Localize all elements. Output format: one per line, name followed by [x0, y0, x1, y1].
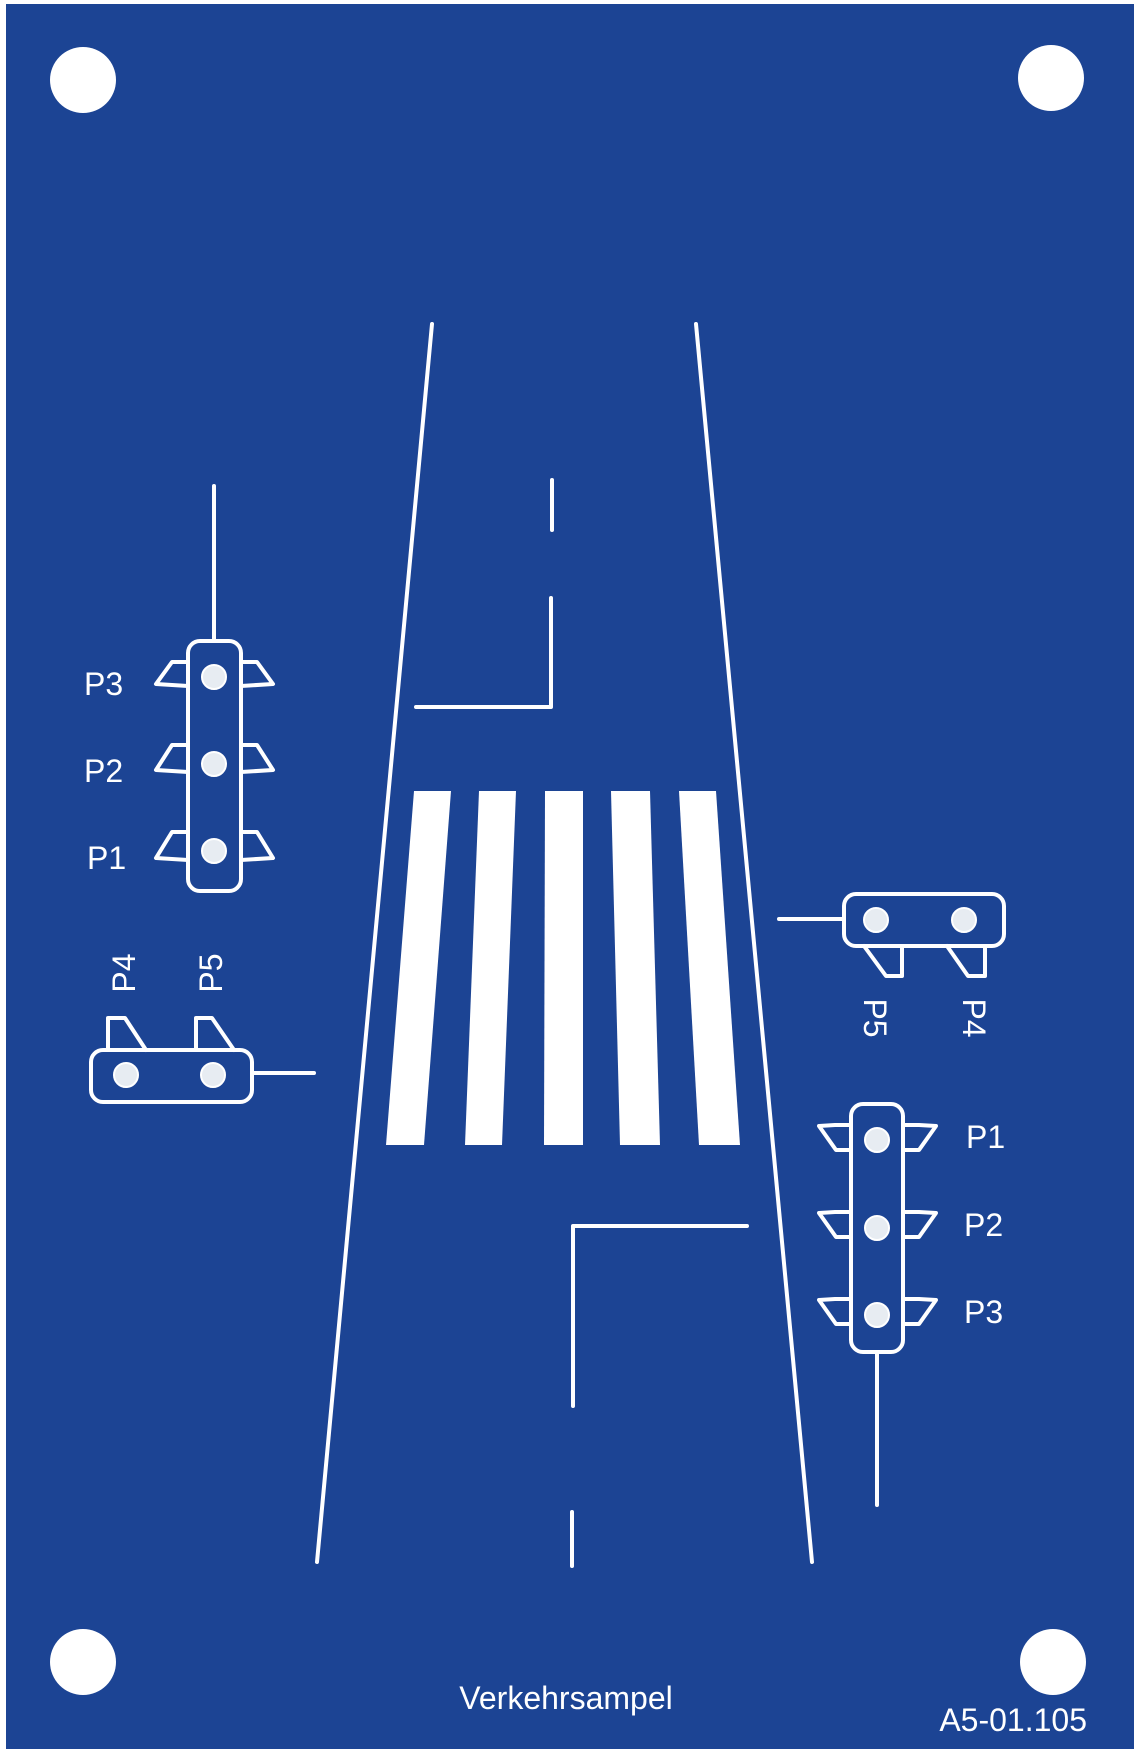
zebra-stripe [611, 791, 660, 1145]
visor-left [817, 1297, 853, 1326]
visor [945, 944, 987, 978]
mounting-hole-bottom-left [50, 1629, 116, 1695]
signal-housing [89, 1048, 254, 1104]
visor [194, 1016, 236, 1052]
stop-line-lower [571, 1224, 749, 1408]
zebra-stripe [386, 791, 451, 1145]
left-pedestrian-signal: P4 P5 [89, 953, 316, 1104]
signal-housing [842, 892, 1006, 948]
road-edge-right [694, 322, 814, 1564]
visor-right [239, 830, 275, 862]
zebra-stripe [679, 791, 740, 1145]
label-p1: P1 [966, 1119, 1005, 1155]
visor-right [901, 1297, 938, 1326]
lamp-p1 [201, 838, 227, 864]
right-pedestrian-signal: P5 P4 [777, 892, 1006, 1038]
lamp-p3 [201, 664, 227, 690]
visor-right [239, 660, 275, 688]
lamp-p2 [201, 751, 227, 777]
mounting-hole-bottom-right [1020, 1629, 1086, 1695]
signal-housing [186, 639, 243, 893]
zebra-crossing [386, 791, 740, 1145]
lamp-p1 [864, 1127, 890, 1153]
lamp-p5 [200, 1062, 226, 1088]
visor-right [901, 1210, 938, 1239]
visor-left [154, 743, 190, 774]
road-edge-left [315, 322, 434, 1564]
panel-title: Verkehrsampel [459, 1680, 672, 1716]
visor-left [154, 660, 190, 688]
label-p5: P5 [193, 953, 229, 992]
visor-left [154, 830, 190, 862]
mounting-hole-top-right [1018, 45, 1084, 111]
visor [106, 1016, 148, 1052]
zebra-stripe [544, 791, 583, 1145]
lamp-p2 [864, 1215, 890, 1241]
visor-right [901, 1123, 938, 1152]
visor-left [817, 1123, 853, 1152]
label-p4: P4 [106, 953, 142, 992]
label-p3: P3 [964, 1294, 1003, 1330]
label-p4: P4 [956, 998, 992, 1037]
label-p1: P1 [87, 840, 126, 876]
lamp-p4 [113, 1062, 139, 1088]
label-p2: P2 [84, 753, 123, 789]
lamp-p4 [951, 907, 977, 933]
zebra-stripe [465, 791, 516, 1145]
left-vehicle-signal: P3 P2 P1 [84, 484, 275, 893]
visor [862, 944, 904, 978]
right-vehicle-signal: P1 P2 P3 [817, 1102, 1005, 1507]
visor-left [817, 1210, 853, 1239]
label-p3: P3 [84, 666, 123, 702]
stop-line-upper [414, 596, 553, 709]
mounting-hole-top-left [50, 47, 116, 113]
label-p5: P5 [857, 998, 893, 1037]
label-p2: P2 [964, 1207, 1003, 1243]
part-number: A5-01.105 [939, 1702, 1087, 1738]
lamp-p5 [863, 907, 889, 933]
lamp-p3 [864, 1302, 890, 1328]
visor-right [239, 743, 275, 774]
